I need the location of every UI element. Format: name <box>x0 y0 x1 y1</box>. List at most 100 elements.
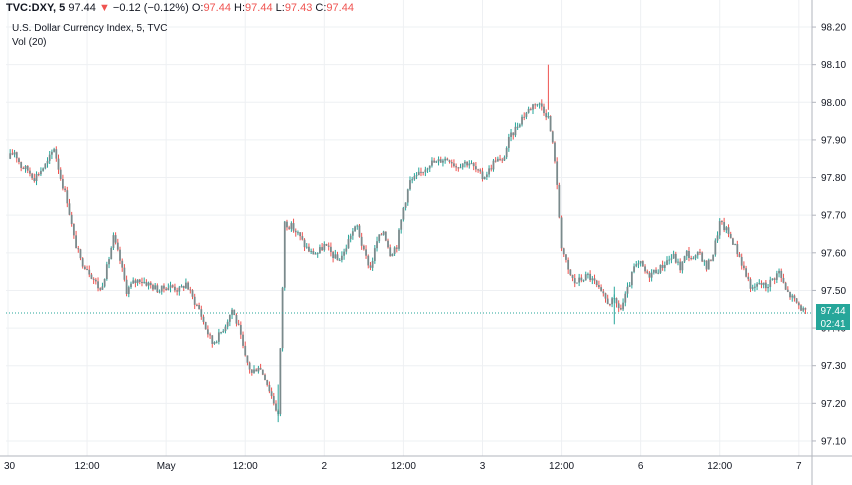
candle-body-down <box>191 290 194 297</box>
candle-body-down <box>77 248 80 250</box>
candle-body-down <box>800 305 802 311</box>
candle-body-down <box>797 302 800 306</box>
candle-body-down <box>92 278 95 280</box>
candle-body-up <box>468 163 471 166</box>
volume-legend[interactable]: Vol (20) <box>12 37 47 48</box>
candle-body-up <box>630 271 633 286</box>
candle-body-down <box>37 174 40 176</box>
candle-body-up <box>426 168 429 170</box>
y-tick-label: 97.70 <box>821 211 846 222</box>
candle-body-down <box>81 258 84 267</box>
candle-body-up <box>316 253 319 255</box>
candle-body-up <box>402 207 405 220</box>
candle-body-down <box>270 391 273 397</box>
candle-body-up <box>53 149 56 152</box>
candle-body-up <box>167 287 170 291</box>
last-price-value: 97.44 <box>820 306 845 317</box>
candle-body-up <box>725 227 728 231</box>
candle-body-down <box>145 281 148 286</box>
candle-body-up <box>712 254 715 261</box>
candle-body-down <box>422 171 425 173</box>
last-price-badge: 97.44 02:41 <box>816 304 850 330</box>
candle-body-down <box>119 249 121 261</box>
candle-body-down <box>272 396 275 404</box>
candle-body-up <box>771 278 774 280</box>
candle-body-down <box>55 149 58 159</box>
candle-body-up <box>323 243 326 251</box>
candle-body-down <box>600 287 603 292</box>
candle-body-down <box>114 235 117 243</box>
candle-body-up <box>35 174 38 182</box>
candle-body-up <box>633 266 635 272</box>
candle-body-down <box>455 166 458 168</box>
candle-body-down <box>22 167 25 170</box>
candle-body-down <box>523 116 526 118</box>
candle-body-down <box>198 305 200 310</box>
candle-body-down <box>789 291 791 298</box>
candle-body-down <box>301 236 304 240</box>
candle-body-up <box>626 286 629 294</box>
y-axis-ticks[interactable]: 98.20 98.10 98.00 97.90 97.80 97.70 97.60 97.50… <box>821 23 846 448</box>
candle-body-down <box>387 240 389 248</box>
candle-body-down <box>699 251 701 253</box>
candle-body-up <box>591 278 594 281</box>
symbol-label[interactable]: TVC:DXY, 5 <box>6 2 66 14</box>
candle-body-up <box>356 225 359 227</box>
candle-body-up <box>578 277 581 283</box>
candle-body-up <box>762 282 765 285</box>
last-price: 97.44 <box>68 2 96 14</box>
y-tick-label: 97.30 <box>821 361 846 372</box>
candle-body-down <box>255 369 258 372</box>
x-tick-label: 2 <box>322 461 328 472</box>
candle-body-down <box>211 335 214 344</box>
candle-body-up <box>382 231 385 235</box>
candle-body-up <box>101 286 104 290</box>
x-tick-label: 12:00 <box>233 461 258 472</box>
candle-body-up <box>103 279 106 287</box>
chart-legend-title[interactable]: U.S. Dollar Currency Index, 5, TVC <box>12 23 168 34</box>
candle-body-down <box>747 276 750 280</box>
candle-body-down <box>121 260 124 268</box>
candle-body-down <box>554 142 556 162</box>
candle-body-down <box>466 161 469 166</box>
candle-body-down <box>242 334 244 346</box>
candle-body-down <box>784 282 787 290</box>
candle-body-down <box>90 274 93 279</box>
candle-body-up <box>180 286 183 288</box>
candle-body-up <box>536 104 539 106</box>
candle-body-up <box>105 264 108 280</box>
candle-body-up <box>718 221 721 236</box>
candle-body-down <box>690 257 693 259</box>
candle-body-up <box>253 369 255 373</box>
candle-body-down <box>138 279 141 283</box>
candle-body-up <box>503 157 506 161</box>
candle-body-down <box>189 289 192 291</box>
y-tick-label: 98.20 <box>821 23 846 34</box>
price-series <box>9 64 807 423</box>
candle-body-up <box>659 264 662 273</box>
candle-body-up <box>492 160 495 170</box>
candle-body-up <box>283 221 286 288</box>
candle-body-down <box>330 246 332 253</box>
x-axis-ticks[interactable]: 30 12:00 May 12:00 2 12:00 3 12:00 6 12:00 7 <box>4 461 802 472</box>
candle-body-down <box>567 259 570 270</box>
candle-body-up <box>345 248 348 252</box>
last-price-badge-bg <box>816 304 850 317</box>
candle-body-up <box>681 261 684 271</box>
candle-body-up <box>220 331 222 333</box>
candle-body-up <box>527 108 530 113</box>
candle-body-down <box>193 296 196 305</box>
candle-body-up <box>791 295 794 298</box>
x-tick-label: May <box>157 461 176 472</box>
candle-body-down <box>551 131 554 143</box>
candle-body-down <box>250 369 253 373</box>
candle-body-down <box>481 171 484 180</box>
candle-body-down <box>569 269 572 275</box>
price-change: −0.12 (−0.12%) <box>112 2 189 14</box>
candle-body-down <box>453 163 455 167</box>
candle-body-down <box>448 160 451 162</box>
low-label: L: <box>275 2 285 14</box>
candle-body-down <box>75 235 77 249</box>
candle-body-down <box>380 234 383 236</box>
